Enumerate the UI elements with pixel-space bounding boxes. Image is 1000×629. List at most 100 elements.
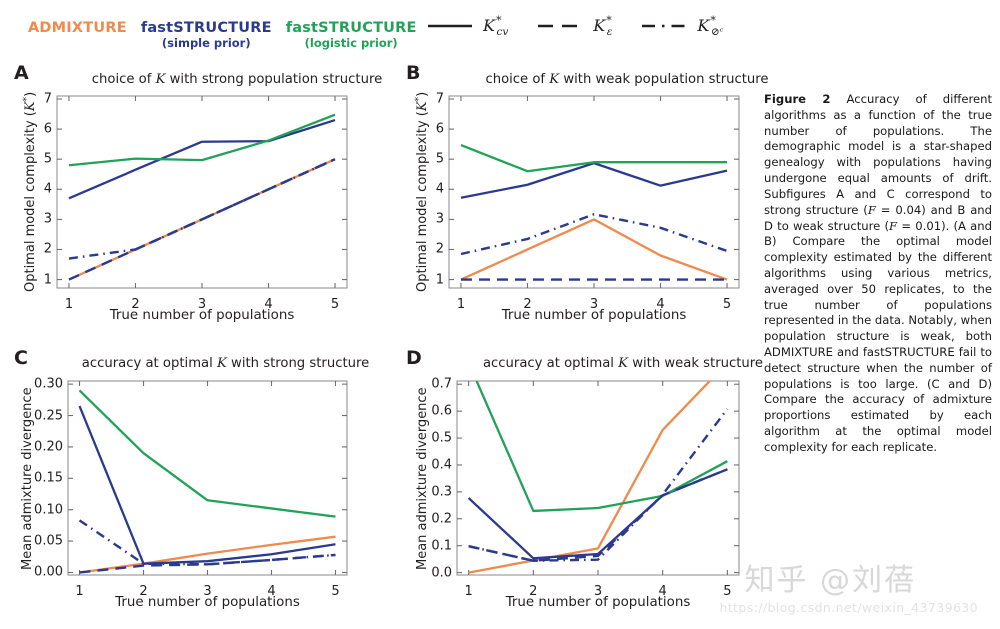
x-tick-label: 2 [529, 584, 538, 599]
y-tick-label: 2 [43, 241, 52, 257]
x-tick-label: 2 [139, 584, 148, 599]
series-line [78, 405, 336, 565]
panel-title: choice of K with weak population structu… [485, 72, 769, 87]
x-axis-label: True number of populations [505, 595, 691, 610]
series-line [460, 161, 728, 199]
legend-algorithm-name: ADMIXTURE [28, 20, 127, 36]
y-tick-label: 0.10 [34, 502, 63, 518]
x-tick-label: 4 [264, 297, 273, 312]
y-tick-label: 3 [435, 211, 444, 227]
y-tick-label: 0.15 [34, 470, 63, 486]
axes-frame [448, 95, 740, 289]
series-line [475, 381, 728, 513]
y-tick-label: 0.25 [34, 408, 63, 424]
legend-style-kcv: K*cv [428, 14, 512, 38]
y-tick-label: 0.0 [431, 565, 452, 581]
y-tick-label: 0.6 [431, 403, 452, 419]
series-line [79, 535, 336, 574]
panel-letter-b: B [406, 62, 421, 84]
y-tick-label: 0.1 [431, 538, 452, 554]
y-axis-label: Optimal model complexity (K*) [22, 91, 38, 292]
y-tick-label: 0.3 [431, 484, 452, 500]
series-line [468, 408, 729, 562]
series-line [78, 389, 336, 518]
y-tick-label: 5 [435, 151, 444, 167]
x-tick-label: 3 [589, 297, 599, 312]
y-tick-label: 3 [43, 211, 52, 227]
panel-letter-c: C [14, 347, 28, 369]
axes-frame [456, 380, 740, 576]
series-line [460, 218, 728, 281]
panel-title: choice of K with strong population struc… [91, 72, 383, 87]
y-axis-label: Mean admixture divergence [20, 386, 35, 570]
watermark-url: https://blog.csdn.net/weixin_43739630 [719, 600, 978, 615]
series-line [79, 553, 336, 574]
series-line [78, 519, 336, 566]
legend-algorithm-faststructure-logistic: fastSTRUCTURE (logistic prior) [286, 20, 417, 50]
legend-style-keps: K*ε [538, 14, 616, 38]
x-axis-label: True number of populations [115, 595, 300, 610]
series-line [460, 213, 728, 256]
panel-letter-a: A [14, 62, 29, 84]
legend-swatch-dashed-icon [538, 24, 583, 27]
panel-title: accuracy at optimal K with weak structur… [482, 356, 764, 371]
x-tick-label: 5 [723, 584, 732, 599]
x-tick-label: 3 [593, 584, 603, 599]
x-tick-label: 4 [267, 584, 276, 599]
legend-style-label: K*ε [593, 14, 613, 38]
y-tick-label: 5 [43, 151, 52, 167]
y-tick-label: 0.7 [431, 376, 452, 392]
watermark-zhihu: 知乎 @刘蓓 [744, 563, 916, 598]
legend-algorithm-name: fastSTRUCTURE [140, 20, 272, 36]
y-tick-label: 6 [435, 121, 444, 137]
y-tick-label: 1 [43, 272, 52, 288]
y-tick-label: 0.20 [34, 439, 63, 455]
series-line [68, 118, 336, 200]
legend-swatch-dashdot-icon [642, 24, 687, 27]
figure-caption: Figure 2 Accuracy of different algorithm… [764, 92, 992, 456]
legend-algorithm-sub: (simple prior) [161, 36, 251, 51]
y-tick-label: 0.2 [431, 511, 452, 527]
y-axis-label: Mean admixture divergence [415, 386, 430, 570]
y-tick-label: 4 [43, 181, 52, 197]
legend-algorithms: ADMIXTURE fastSTRUCTURE (simple prior) f… [28, 20, 417, 50]
x-tick-label: 1 [464, 584, 473, 599]
x-tick-label: 1 [75, 584, 84, 599]
series-line [68, 158, 336, 281]
x-tick-label: 3 [197, 297, 207, 312]
y-tick-label: 2 [435, 241, 444, 257]
x-tick-label: 5 [722, 297, 732, 312]
legend-algorithm-admixture: ADMIXTURE [28, 20, 127, 37]
axes-frame [56, 95, 348, 289]
legend-style-label: K*⊘ᶜ [697, 14, 724, 38]
x-tick-label: 2 [131, 297, 140, 312]
series-line [467, 468, 728, 560]
legend-style-kphi: K*⊘ᶜ [642, 14, 727, 38]
series-line [468, 381, 712, 574]
y-tick-label: 0.30 [34, 376, 63, 392]
x-tick-label: 1 [64, 297, 74, 312]
x-tick-label: 4 [658, 584, 667, 599]
legend-line-styles: K*cv K*ε K*⊘ᶜ [428, 14, 727, 38]
x-tick-label: 2 [523, 297, 532, 312]
y-tick-label: 0.5 [431, 430, 452, 446]
x-tick-label: 5 [330, 297, 340, 312]
x-tick-label: 3 [203, 584, 212, 599]
y-tick-label: 7 [43, 91, 52, 107]
legend-algorithm-name: fastSTRUCTURE [285, 20, 417, 36]
y-tick-label: 4 [435, 181, 444, 197]
y-tick-label: 0.4 [431, 457, 452, 473]
y-tick-label: 6 [43, 121, 52, 137]
panel-letter-d: D [406, 347, 422, 369]
legend-style-label: K*cv [483, 14, 509, 38]
y-tick-label: 1 [435, 272, 444, 288]
series-line [468, 468, 728, 562]
y-tick-label: 7 [435, 91, 444, 107]
figure-caption-text: Accuracy of different algorithms as a fu… [764, 92, 993, 454]
y-tick-label: 0.00 [34, 564, 63, 580]
figure-legend: ADMIXTURE fastSTRUCTURE (simple prior) f… [0, 0, 760, 58]
y-axis-label: Optimal model complexity (K*) [414, 91, 430, 292]
legend-algorithm-faststructure-simple: fastSTRUCTURE (simple prior) [141, 20, 272, 50]
y-tick-label: 0.05 [34, 533, 63, 549]
